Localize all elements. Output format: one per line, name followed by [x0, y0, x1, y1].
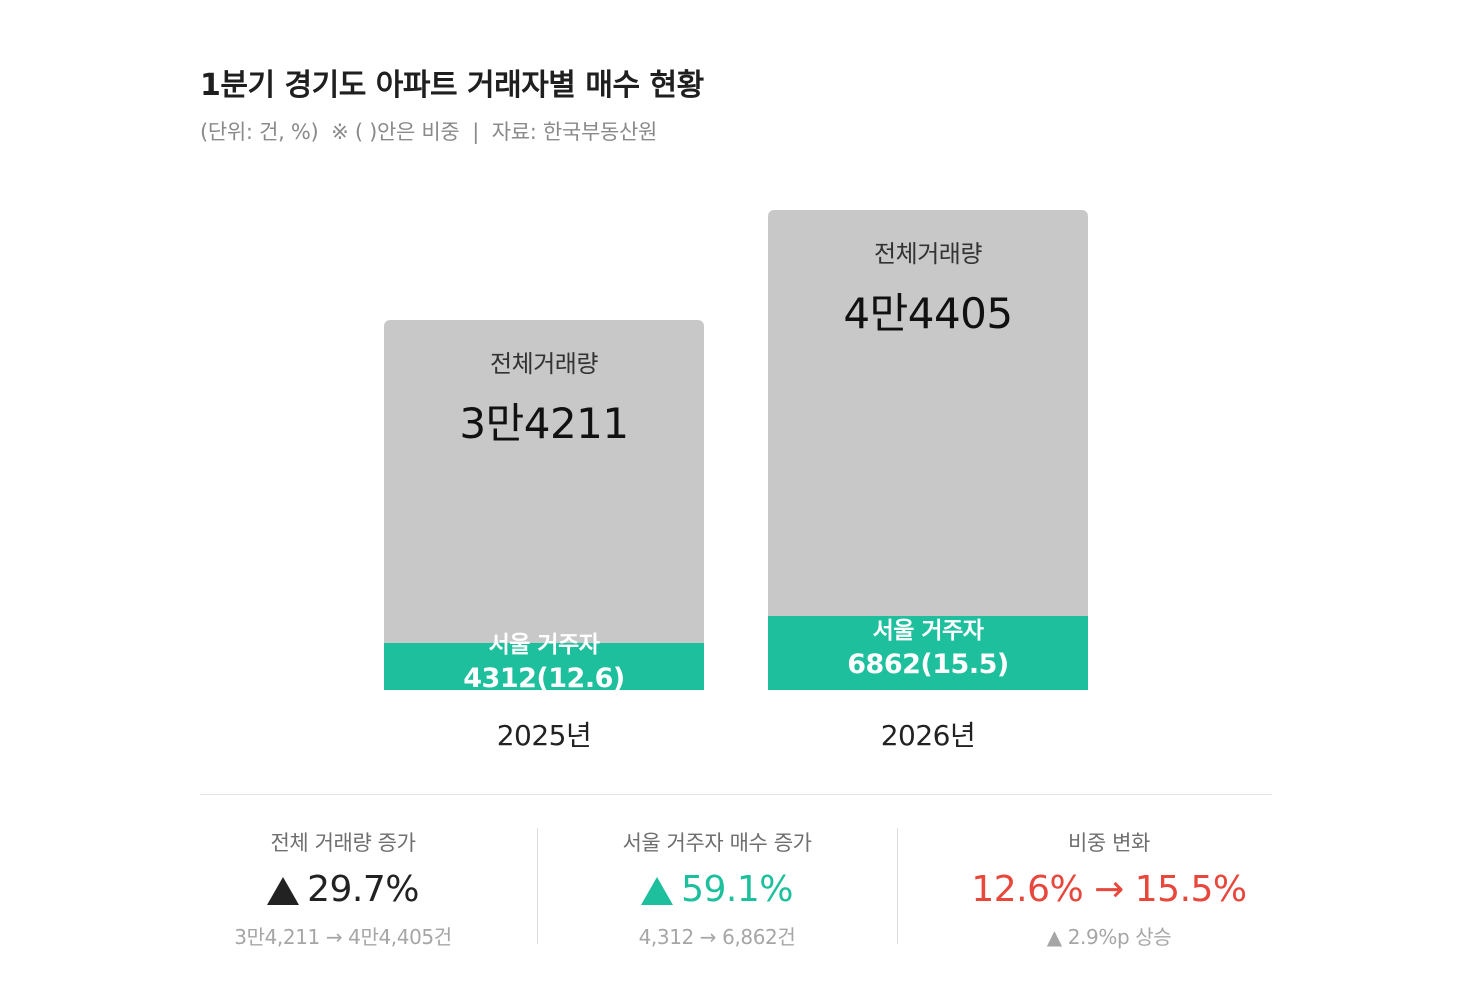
- stat-value-text: 12.6% → 15.5%: [971, 869, 1247, 910]
- stat-separator: [537, 828, 538, 944]
- stat-value-text: 29.7%: [307, 869, 419, 910]
- stat-seoul-increase: 서울 거주자 매수 증가 59.1% 4,312 → 6,862건: [574, 828, 860, 950]
- bar-seoul: [768, 615, 1088, 690]
- up-triangle-icon: [267, 877, 300, 905]
- stat-label: 비중 변화: [1068, 831, 1150, 855]
- x-tick-label: 2026년: [880, 719, 976, 752]
- bar-total-caption: 전체거래량: [874, 240, 982, 268]
- stat-value-text: 59.1%: [681, 869, 793, 910]
- bar-total-value: 4만4405: [843, 289, 1013, 338]
- bar-total-caption: 전체거래량: [490, 350, 598, 379]
- bar-seoul-value: 4312(12.6): [463, 662, 625, 694]
- stat-label: 서울 거주자 매수 증가: [622, 831, 812, 855]
- bar-seoul-caption: 서울 거주자: [872, 617, 984, 644]
- bar-seoul-value: 6862(15.5): [847, 648, 1009, 680]
- stat-total-increase: 전체 거래량 증가 29.7% 3만4,211 → 4만4,405건: [200, 828, 486, 950]
- bar-seoul-caption: 서울 거주자: [488, 631, 600, 658]
- bar-group-2025: 전체거래량 3만4211 서울 거주자 4312(12.6) 2025년: [384, 0, 704, 760]
- up-triangle-icon: [641, 877, 674, 905]
- bar-seoul: [384, 643, 704, 690]
- stat-share-change: 비중 변화 12.6% → 15.5% ▲ 2.9%p 상승: [946, 828, 1272, 950]
- bar-group-2026: 전체거래량 4만4405 서울 거주자 6862(15.5) 2026년: [768, 0, 1088, 760]
- chart-title: 1분기 경기도 아파트 거래자별 매수 현황: [200, 68, 704, 103]
- stat-value: 59.1%: [574, 868, 860, 912]
- stat-sub: 3만4,211 → 4만4,405건: [234, 925, 452, 949]
- x-tick-label: 2025년: [496, 719, 592, 752]
- chart-subtitle: (단위: 건, %) ※ ( )안은 비중 | 자료: 한국부동산원: [200, 120, 658, 144]
- bar-total: [384, 320, 704, 644]
- stat-label: 전체 거래량 증가: [270, 831, 416, 855]
- stat-value: 12.6% → 15.5%: [946, 868, 1272, 912]
- bar-total-value: 3만4211: [459, 399, 629, 449]
- bar-total: [768, 210, 1088, 616]
- stat-sub: ▲ 2.9%p 상승: [1046, 925, 1172, 949]
- stat-sub: 4,312 → 6,862건: [638, 925, 796, 949]
- stat-separator: [897, 828, 898, 944]
- stat-value: 29.7%: [200, 868, 486, 912]
- section-divider: [200, 794, 1272, 795]
